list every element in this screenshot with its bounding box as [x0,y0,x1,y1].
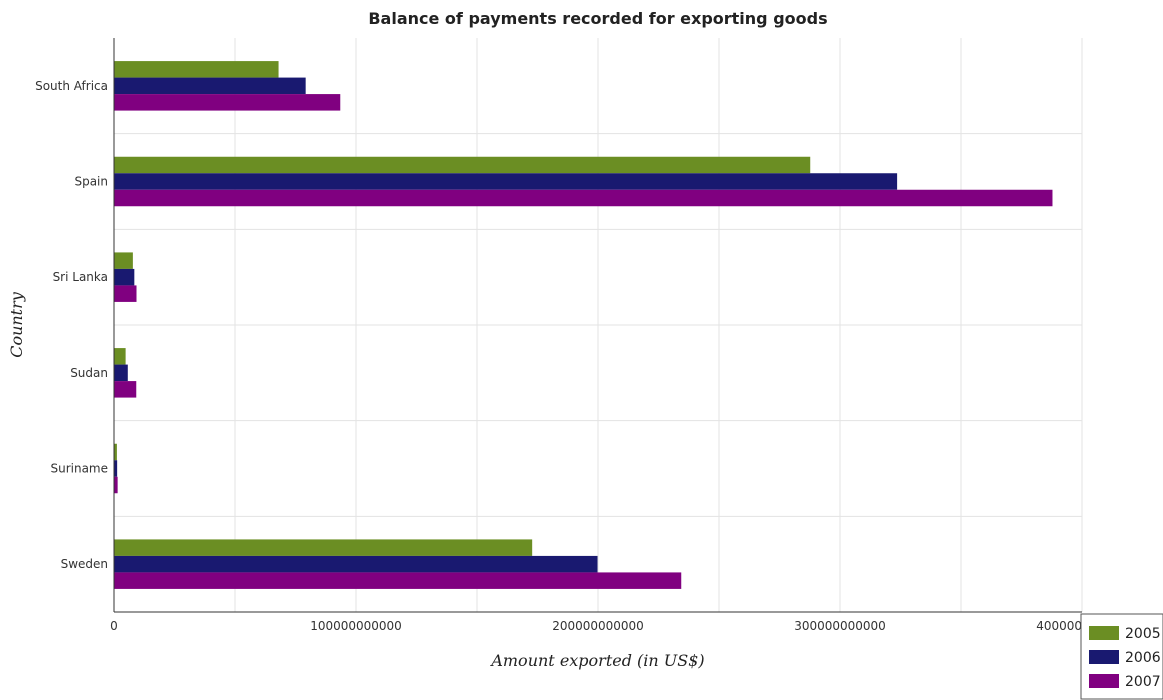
bar-sri-lanka-2006 [114,268,135,286]
y-tick-label: Sudan [70,366,108,380]
chart-title: Balance of payments recorded for exporti… [368,9,827,28]
y-axis-label: Country [7,291,26,358]
y-tick-label: Sweden [61,557,108,571]
bar-suriname-2007 [114,476,118,494]
bar-sri-lanka-2007 [114,285,137,302]
bar-suriname-2006 [114,460,118,477]
x-tick-label: 300000000000 [794,619,886,633]
y-tick-label: South Africa [35,79,108,93]
bar-sweden-2006 [114,555,598,573]
bar-sweden-2007 [114,572,682,589]
bar-spain-2007 [114,189,1053,207]
legend-label-2006: 2006 [1125,650,1161,666]
bars [114,61,1053,589]
bar-sri-lanka-2005 [114,252,133,269]
bar-sudan-2007 [114,381,137,398]
x-tick-label: 100000000000 [310,619,402,633]
y-tick-label: Spain [74,175,108,189]
legend-label-2005: 2005 [1125,626,1161,642]
x-axis-label: Amount exported (in US$) [489,651,704,670]
bar-sudan-2005 [114,348,126,365]
bar-sudan-2006 [114,364,128,382]
legend-label-2007: 2007 [1125,674,1161,690]
y-tick-label: Sri Lanka [53,270,108,284]
legend-swatch-2005 [1089,626,1119,640]
bar-south-africa-2006 [114,77,306,95]
x-tick-label: 0 [110,619,118,633]
bar-spain-2005 [114,156,811,174]
legend: 2005 2006 2007 [1080,613,1163,700]
bar-suriname-2005 [114,443,117,461]
bar-sweden-2005 [114,539,533,556]
bar-spain-2006 [114,173,898,190]
x-tick-label: 200000000000 [552,619,644,633]
grid-lines [113,38,1083,612]
axes: South Africa Spain Sri Lanka Sudan Suriname S… [35,38,1128,633]
bar-south-africa-2007 [114,94,341,111]
legend-swatch-2006 [1089,650,1119,664]
legend-swatch-2007 [1089,674,1119,688]
bar-south-africa-2005 [114,61,279,78]
y-tick-label: Suriname [50,462,108,476]
